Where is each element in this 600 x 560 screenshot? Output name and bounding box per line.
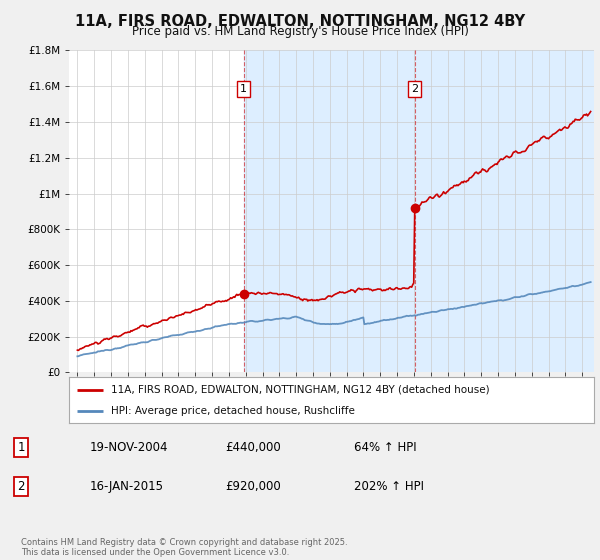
Bar xyxy=(415,50,594,372)
Text: 202% ↑ HPI: 202% ↑ HPI xyxy=(354,480,424,493)
Text: 2: 2 xyxy=(411,84,418,94)
Text: 64% ↑ HPI: 64% ↑ HPI xyxy=(354,441,416,454)
Text: £440,000: £440,000 xyxy=(225,441,281,454)
Text: £920,000: £920,000 xyxy=(225,480,281,493)
Text: 19-NOV-2004: 19-NOV-2004 xyxy=(90,441,169,454)
Text: HPI: Average price, detached house, Rushcliffe: HPI: Average price, detached house, Rush… xyxy=(111,406,355,416)
Text: Contains HM Land Registry data © Crown copyright and database right 2025.
This d: Contains HM Land Registry data © Crown c… xyxy=(21,538,347,557)
Text: 16-JAN-2015: 16-JAN-2015 xyxy=(90,480,164,493)
Text: 11A, FIRS ROAD, EDWALTON, NOTTINGHAM, NG12 4BY: 11A, FIRS ROAD, EDWALTON, NOTTINGHAM, NG… xyxy=(75,14,525,29)
Text: 1: 1 xyxy=(240,84,247,94)
Text: Price paid vs. HM Land Registry's House Price Index (HPI): Price paid vs. HM Land Registry's House … xyxy=(131,25,469,38)
Bar xyxy=(244,50,415,372)
Text: 2: 2 xyxy=(17,480,25,493)
Text: 1: 1 xyxy=(17,441,25,454)
Text: 11A, FIRS ROAD, EDWALTON, NOTTINGHAM, NG12 4BY (detached house): 11A, FIRS ROAD, EDWALTON, NOTTINGHAM, NG… xyxy=(111,385,490,395)
